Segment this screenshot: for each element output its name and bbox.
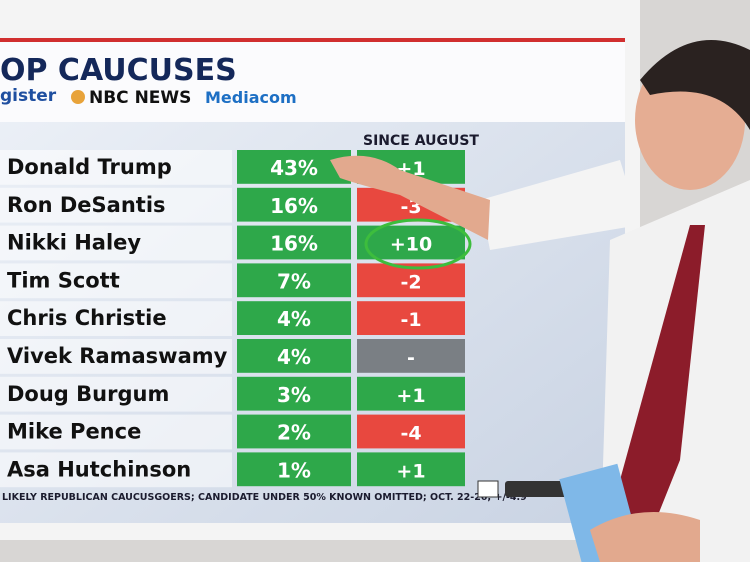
row-bg [0,187,232,223]
row-bg [0,263,232,299]
highlight-circle [364,218,472,270]
row-bg [0,225,232,261]
hand [590,512,700,562]
share: 7% [277,269,311,293]
share: 4% [277,345,311,369]
share: 16% [270,194,318,218]
sponsor: NBC NEWS [89,88,191,108]
row-bg [0,339,232,374]
banner [0,42,625,122]
share-cell [237,187,351,222]
candidate-name: Chris Christie [7,306,167,330]
hand [330,155,490,240]
row-bg [0,301,232,336]
title: OP CAUCUSES [0,53,237,88]
change: +1 [396,460,425,482]
change: -4 [400,423,421,445]
share: 3% [277,383,311,407]
change: -1 [400,309,421,331]
footer: LIKELY REPUBLICAN CAUCUSGOERS; CANDIDATE… [2,492,527,503]
candidate-name: Nikki Haley [7,231,141,255]
share: 2% [277,421,311,445]
change: +10 [390,234,432,256]
row-bg [0,150,232,185]
banner-stripe [0,38,625,42]
sponsor: Mediacom [205,88,297,107]
share: 1% [277,458,311,482]
candidate-name: Ron DeSantis [7,193,166,217]
change-cell [357,339,465,373]
change: -2 [400,271,421,293]
change-cell [357,414,465,449]
share-cell [237,376,351,411]
share: 4% [277,307,311,331]
row-bg [0,452,232,488]
change-cell [357,452,465,487]
candidate-name: Doug Burgum [7,382,169,406]
share: 43% [270,156,318,180]
change: +1 [396,385,425,407]
toolbar-button [477,480,499,498]
share-cell [237,263,351,298]
color-palette [505,481,570,497]
row-bg [0,414,232,450]
share-cell [237,225,351,260]
tie [620,225,705,560]
share: 16% [270,232,318,256]
share-cell [237,452,351,487]
column-header: SINCE AUGUST [363,133,479,149]
change-cell [357,301,465,335]
change-cell [357,376,465,411]
share-cell [237,301,351,335]
hair [640,40,750,130]
sponsor: gister [0,86,57,106]
candidate-name: Mike Pence [7,420,141,444]
arm [480,160,640,250]
row-bg [0,376,232,412]
change: - [407,347,415,369]
candidate-name: Tim Scott [7,268,120,292]
share-cell [237,150,351,184]
candidate-name: Asa Hutchinson [7,457,191,481]
share-cell [237,339,351,373]
share-cell [237,414,351,449]
candidate-name: Donald Trump [7,155,172,179]
nbc-peacock [71,90,85,104]
candidate-name: Vivek Ramaswamy [7,344,228,368]
